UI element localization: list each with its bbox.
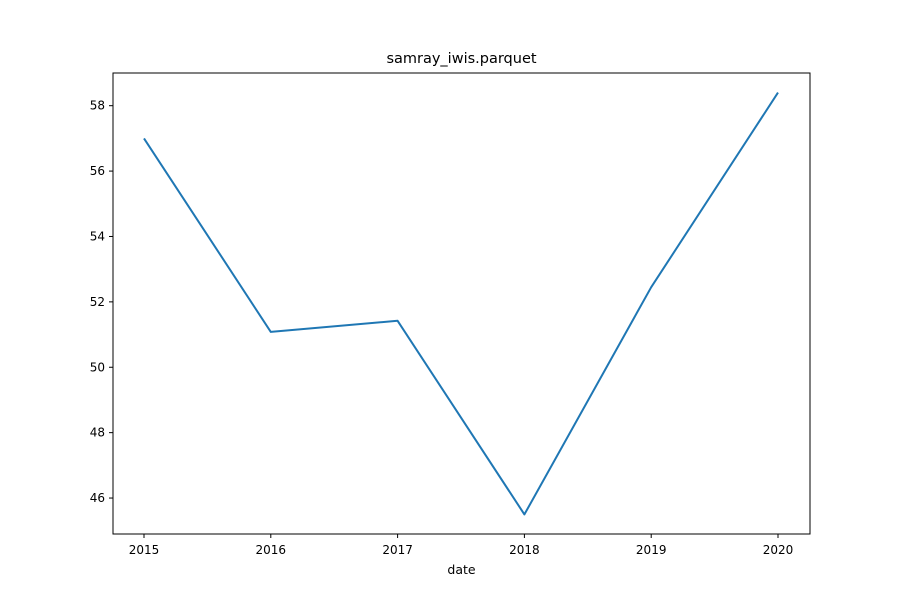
y-tick-label: 50 (90, 360, 105, 374)
series-lines (143, 92, 779, 516)
x-tick-label: 2015 (129, 543, 160, 557)
plot-area (113, 73, 810, 534)
y-tick-label: 52 (90, 295, 105, 309)
plot-frame (112, 72, 811, 535)
y-tick-label: 46 (90, 491, 105, 505)
y-tick-label: 48 (90, 426, 105, 440)
y-tick-label: 58 (90, 99, 105, 113)
series-line-0 (143, 92, 779, 516)
x-tick-label: 2020 (763, 543, 794, 557)
x-axis-ticks: 2015 2016 2017 2018 2019 2020 (129, 534, 794, 557)
x-tick-label: 2019 (636, 543, 667, 557)
y-tick-label: 56 (90, 164, 105, 178)
x-tick-label: 2017 (382, 543, 413, 557)
y-tick-label: 54 (90, 229, 105, 243)
chart-title: samray_iwis.parquet (386, 51, 536, 67)
x-axis-label: date (447, 562, 475, 577)
x-tick-label: 2018 (509, 543, 540, 557)
x-tick-label: 2016 (256, 543, 287, 557)
y-axis-ticks: 46 48 50 52 54 56 58 (90, 99, 113, 505)
